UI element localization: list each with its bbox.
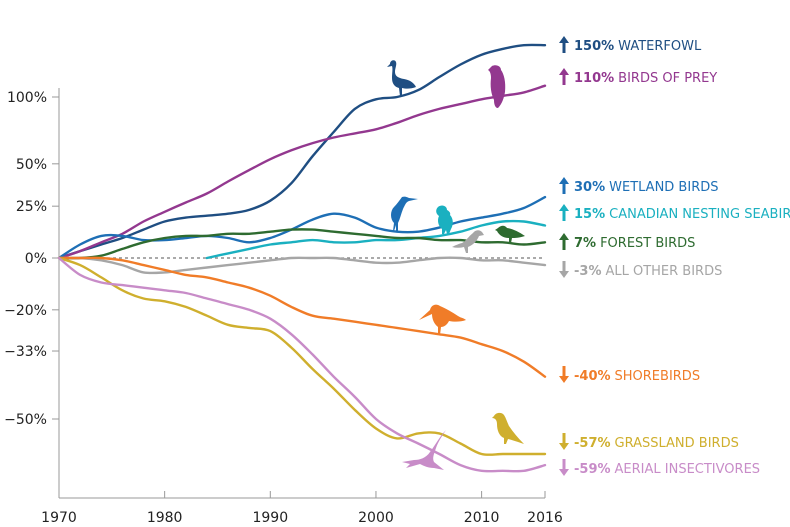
y-tick-label: −33% [4, 344, 47, 360]
arrow-down-icon [559, 433, 569, 450]
crow-icon [452, 230, 484, 253]
axes: 100% 50% 25% 0% −20% −33% −50% 1970 1980 1990 200… [4, 88, 563, 526]
swallow-icon [402, 430, 446, 470]
svg-text:-40%SHOREBIRDS: -40% SHOREBIRDS [574, 369, 700, 384]
legend-item-birds-of-prey: 110% BIRDS OF PREY [559, 68, 717, 86]
legend-item-waterfowl: 150% WATERFOWL [559, 36, 702, 54]
legend-item-wetland-birds: 30% WETLAND BIRDS [559, 177, 718, 195]
legend-name: AERIAL INSECTIVORES [615, 462, 761, 477]
series-line-aerial-insectivores [57, 256, 547, 473]
legend-name: WATERFOWL [618, 39, 702, 54]
legend-percent: -40% [574, 369, 611, 384]
legend-item-aerial-insectivores: -59% AERIAL INSECTIVORES [559, 459, 760, 477]
svg-text:150%WATERFOWL: 150% WATERFOWL [574, 39, 702, 54]
legend-item-shorebirds: -40% SHOREBIRDS [559, 366, 700, 384]
y-tick-label: 0% [25, 251, 47, 267]
heron-icon [391, 196, 418, 231]
legend-percent: 15% [574, 207, 605, 222]
x-ticks: 1970 1980 1990 2000 2010 2016 [41, 491, 563, 526]
legend-name: FOREST BIRDS [600, 236, 695, 251]
arrow-up-icon [559, 36, 569, 53]
legend-item-all-other-birds: -3% ALL OTHER BIRDS [559, 261, 722, 279]
y-tick-label: 100% [7, 90, 47, 106]
x-tick-label: 2016 [527, 510, 563, 526]
y-tick-label: −50% [4, 412, 47, 428]
svg-text:15%CANADIAN NESTING SEABIRDS: 15% CANADIAN NESTING SEABIRDS [574, 207, 790, 222]
legend-percent: -59% [574, 462, 611, 477]
arrow-up-icon [559, 233, 569, 250]
puffin-icon [436, 205, 453, 234]
x-tick-label: 1990 [252, 510, 288, 526]
series-line-forest-birds [57, 228, 547, 260]
series-line-canadian-nesting-seabirds [205, 219, 547, 260]
series-line-waterfowl [57, 43, 547, 260]
series-lines [57, 43, 547, 473]
legend-percent: 30% [574, 180, 605, 195]
legend-name: CANADIAN NESTING SEABIRDS [609, 207, 790, 222]
svg-text:-59%AERIAL INSECTIVORES: -59% AERIAL INSECTIVORES [574, 462, 760, 477]
legend-item-canadian-nesting-seabirds: 15% CANADIAN NESTING SEABIRDS [559, 204, 790, 222]
series-line-shorebirds [57, 256, 547, 378]
arrow-up-icon [559, 68, 569, 85]
legend-item-grassland-birds: -57% GRASSLAND BIRDS [559, 433, 739, 451]
legend-percent: 110% [574, 71, 614, 86]
y-ticks: 100% 50% 25% 0% −20% −33% −50% [4, 90, 59, 428]
y-tick-label: 25% [16, 199, 47, 215]
svg-text:-57%GRASSLAND BIRDS: -57% GRASSLAND BIRDS [574, 436, 739, 451]
legend-percent: -57% [574, 436, 611, 451]
arrow-down-icon [559, 459, 569, 476]
series-line-birds-of-prey [57, 84, 547, 260]
y-tick-label: 50% [16, 157, 47, 173]
legend-item-forest-birds: 7% FOREST BIRDS [559, 233, 695, 251]
bird-icons [387, 60, 525, 470]
x-tick-label: 2000 [358, 510, 394, 526]
arrow-up-icon [559, 177, 569, 194]
legend-name: SHOREBIRDS [615, 369, 701, 384]
legend-percent: 150% [574, 39, 614, 54]
svg-text:-3%ALL OTHER BIRDS: -3% ALL OTHER BIRDS [574, 264, 722, 279]
legend: 150% WATERFOWL 110% BIRDS OF PREY 30% WETLAND… [559, 36, 790, 477]
legend-name: ALL OTHER BIRDS [605, 264, 722, 279]
hawk-icon [488, 65, 506, 108]
y-tick-label: −20% [4, 303, 47, 319]
svg-text:110%BIRDS OF PREY: 110% BIRDS OF PREY [574, 71, 717, 86]
x-tick-label: 1970 [41, 510, 77, 526]
series-line-wetland-birds [57, 195, 547, 260]
legend-name: BIRDS OF PREY [618, 71, 717, 86]
arrow-down-icon [559, 366, 569, 383]
meadowlark-icon [492, 412, 524, 444]
legend-name: WETLAND BIRDS [609, 180, 718, 195]
svg-text:7%FOREST BIRDS: 7% FOREST BIRDS [574, 236, 695, 251]
legend-name: GRASSLAND BIRDS [615, 436, 739, 451]
sandpiper-icon [419, 304, 466, 335]
legend-percent: 7% [574, 236, 596, 251]
arrow-down-icon [559, 261, 569, 278]
songbird-icon [495, 225, 525, 243]
x-tick-label: 2010 [464, 510, 500, 526]
x-tick-label: 1980 [147, 510, 183, 526]
arrow-up-icon [559, 204, 569, 221]
series-line-all-other-birds [57, 256, 547, 275]
svg-text:30%WETLAND BIRDS: 30% WETLAND BIRDS [574, 180, 718, 195]
series-line-grassland-birds [57, 256, 547, 456]
goose-icon [387, 60, 416, 96]
legend-percent: -3% [574, 264, 601, 279]
